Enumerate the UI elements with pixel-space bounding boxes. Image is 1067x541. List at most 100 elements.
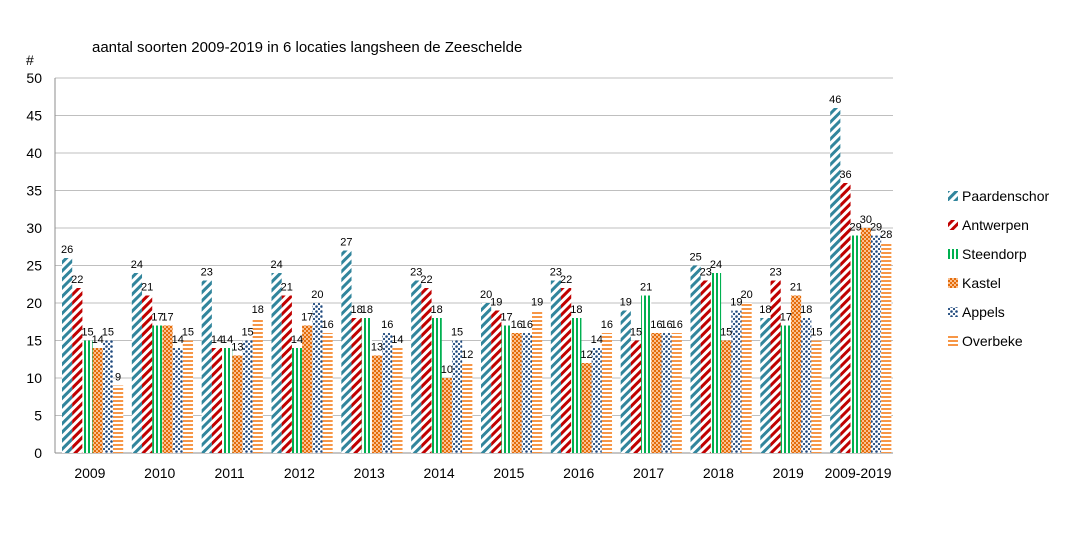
bar-steendorp-2018: [710, 273, 722, 453]
data-label: 24: [710, 259, 722, 271]
y-axis-label: #: [26, 52, 34, 68]
bar-paardenschor-2016: [550, 280, 562, 453]
data-label: 24: [131, 259, 143, 271]
data-label: 15: [720, 327, 732, 339]
data-label: 15: [451, 327, 463, 339]
data-label: 22: [71, 274, 83, 286]
data-label: 20: [740, 289, 752, 301]
data-label: 19: [620, 297, 632, 309]
x-tick-label: 2012: [284, 465, 315, 481]
y-axis-ticks: 0 5 10 15 20 25 30 35 40 45 50: [26, 70, 42, 461]
bar-paardenschor-2009: [62, 258, 73, 453]
bar-kastel-2018: [721, 340, 732, 453]
bar-appels-2014: [451, 340, 463, 453]
data-label: 17: [301, 312, 313, 324]
bar-steendorp-2014: [431, 318, 442, 453]
data-label: 15: [630, 327, 642, 339]
bar-steendorp-2012: [291, 348, 303, 453]
data-label: 16: [381, 319, 393, 331]
data-label: 16: [650, 319, 662, 331]
data-label: 9: [115, 372, 121, 384]
data-label: 29: [870, 222, 882, 234]
x-tick-label: 2019: [773, 465, 804, 481]
data-label: 22: [420, 274, 432, 286]
bar-kastel-2014: [441, 378, 452, 453]
data-label: 21: [790, 282, 802, 294]
legend: Paardenschor Antwerpen Steendorp Kastel Appe…: [948, 188, 1050, 349]
data-label: 15: [810, 327, 822, 339]
bar-appels-2012: [312, 303, 323, 453]
bar-overbeke-2018: [741, 303, 752, 453]
bar-appels-2016: [591, 348, 602, 453]
y-tick-label: 10: [26, 370, 42, 386]
bar-steendorp-2010: [152, 325, 163, 453]
x-tick-label: 2009-2019: [825, 465, 892, 481]
bar-appels-2017: [661, 333, 672, 453]
data-label: 18: [431, 304, 443, 316]
data-label: 16: [511, 319, 523, 331]
bar-antwerpen-2017: [630, 340, 642, 453]
data-label: 23: [770, 267, 782, 279]
bar-overbeke-2013: [392, 348, 403, 453]
data-label: 15: [241, 327, 253, 339]
x-tick-label: 2018: [703, 465, 734, 481]
bar-antwerpen-2009: [72, 288, 83, 453]
bar-overbeke-2019: [811, 340, 822, 453]
data-label: 14: [291, 334, 303, 346]
data-label: 19: [531, 297, 543, 309]
y-tick-label: 0: [34, 445, 42, 461]
data-label: 29: [850, 222, 862, 234]
y-tick-label: 30: [26, 220, 42, 236]
legend-label: Paardenschor: [962, 188, 1050, 204]
data-label: 14: [391, 334, 403, 346]
bar-appels-2013: [382, 333, 393, 453]
bar-appels-2010: [172, 348, 183, 453]
data-label: 21: [141, 282, 153, 294]
bar-kastel-2019: [790, 295, 802, 453]
y-tick-label: 5: [34, 408, 42, 424]
data-label: 19: [730, 297, 742, 309]
data-label: 17: [500, 312, 512, 324]
data-label: 24: [270, 259, 282, 271]
bar-steendorp-2016: [571, 318, 582, 453]
bar-paardenschor-2014: [411, 280, 422, 453]
data-label: 23: [410, 267, 422, 279]
bar-steendorp-2009: [82, 340, 93, 453]
data-label: 23: [550, 267, 562, 279]
bar-steendorp-2017: [641, 295, 652, 453]
legend-label: Overbeke: [962, 333, 1023, 349]
data-label: 18: [252, 304, 264, 316]
bar-kastel-2009: [92, 348, 103, 453]
bar-kastel-2011: [232, 355, 243, 453]
x-axis-ticks: 2009 2010 2011 2012 2013 2014 2015 2016 2017 2018…: [74, 465, 891, 481]
y-tick-label: 15: [26, 333, 42, 349]
data-labels: 2622151415924211717141523141413151824211…: [61, 94, 892, 384]
bar-antwerpen-2018: [700, 280, 711, 453]
data-label: 13: [231, 342, 243, 354]
data-label: 20: [480, 289, 492, 301]
data-label: 14: [92, 334, 104, 346]
data-label: 12: [580, 349, 592, 361]
data-label: 21: [281, 282, 293, 294]
data-label: 10: [441, 364, 453, 376]
bar-steendorp-2009-2019: [850, 235, 861, 453]
bar-overbeke-2010: [182, 340, 194, 453]
data-label: 18: [759, 304, 771, 316]
data-label: 16: [521, 319, 533, 331]
bar-antwerpen-2019: [770, 280, 781, 453]
bar-antwerpen-2014: [421, 288, 432, 453]
bar-appels-2011: [242, 340, 253, 453]
data-label: 14: [591, 334, 603, 346]
bar-appels-2009: [102, 340, 113, 453]
data-label: 18: [800, 304, 812, 316]
bar-appels-2018: [731, 310, 742, 453]
bar-kastel-2016: [581, 363, 592, 453]
legend-label: Steendorp: [962, 246, 1027, 262]
x-tick-label: 2011: [215, 465, 245, 481]
data-label: 14: [221, 334, 233, 346]
bar-steendorp-2015: [501, 325, 512, 453]
bar-overbeke-2014: [462, 363, 473, 453]
data-label: 15: [81, 327, 93, 339]
bar-overbeke-2009-2019: [881, 243, 892, 453]
x-tick-label: 2010: [144, 465, 175, 481]
